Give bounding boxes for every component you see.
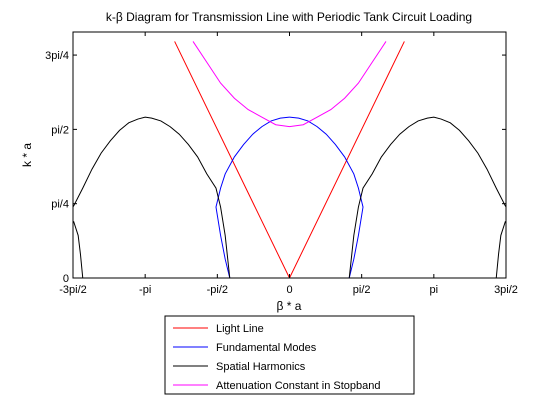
plot-area: [72, 31, 507, 279]
x-tick-label: -pi: [139, 284, 151, 296]
series-line-fundamental-modes-mirror-: [289, 116, 364, 278]
series-line-light-line: [174, 41, 405, 278]
legend-label: Spatial Harmonics: [216, 361, 306, 373]
y-tick-label: 0: [63, 273, 69, 285]
legend-box: [164, 315, 415, 395]
y-tick-label: pi/2: [51, 124, 69, 136]
y-tick-label: pi/4: [51, 199, 69, 211]
series-line-attenuation-constant-in-stopband: [192, 41, 387, 128]
x-tick-label: 0: [286, 284, 292, 296]
series-line-fundamental-modes: [215, 116, 290, 278]
x-axis-label: β * a: [277, 299, 302, 313]
legend: Light Line Fundamental Modes Spatial Harmo…: [164, 315, 415, 395]
x-tick-label: pi/2: [353, 284, 371, 296]
x-tick-label: pi: [430, 284, 439, 296]
series-line-spatial-harmonics-right-edge-: [495, 221, 506, 278]
y-tick-label: 3pi/4: [45, 50, 69, 62]
series-line-spatial-harmonics-left-edge-: [73, 221, 84, 278]
legend-label: Attenuation Constant in Stopband: [216, 380, 381, 392]
y-axis-ticks: 0 pi/4 pi/2 3pi/4: [45, 50, 506, 285]
series-line-spatial-harmonics-right-: [348, 116, 506, 278]
x-axis-ticks: -3pi/2 -pi -pi/2 0 pi/2 pi 3pi/2: [59, 32, 518, 296]
curves-group: [73, 41, 506, 278]
y-axis-label: k * a: [20, 143, 34, 167]
legend-label: Light Line: [216, 323, 264, 335]
x-tick-label: 3pi/2: [494, 284, 518, 296]
series-line-spatial-harmonics: [73, 116, 231, 278]
x-tick-label: -3pi/2: [59, 284, 87, 296]
x-tick-label: -pi/2: [207, 284, 228, 296]
chart-title: k-β Diagram for Transmission Line with P…: [106, 10, 472, 24]
legend-label: Fundamental Modes: [216, 342, 317, 354]
